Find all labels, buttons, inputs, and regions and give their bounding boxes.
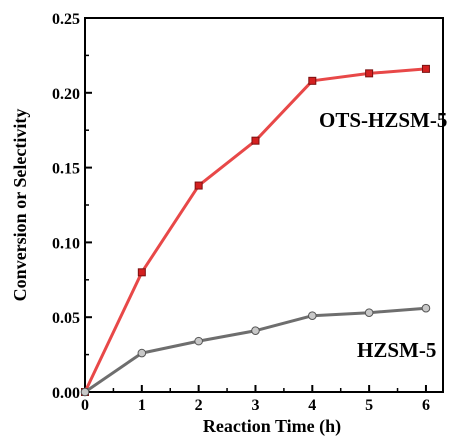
data-point-hzsm-5 xyxy=(137,348,147,358)
data-point-hzsm-5 xyxy=(364,308,374,318)
y-tick-label: 0.20 xyxy=(52,86,80,103)
data-point-hzsm-5 xyxy=(308,311,317,321)
data-point-ots-hzsm-5 xyxy=(194,181,203,190)
y-axis-title: Conversion or Selectivity xyxy=(10,109,30,302)
y-tick-label: 0.15 xyxy=(52,161,80,178)
axes: 0 1 2 3 4 5 6 0.00 0.05 0.10 0.15 0.20 0.25 xyxy=(52,11,444,414)
data-point-ots-hzsm-5 xyxy=(421,64,430,73)
y-tick-label: 0.10 xyxy=(52,235,80,252)
y-tick-label: 0.25 xyxy=(52,11,80,28)
data-point-ots-hzsm-5 xyxy=(365,69,374,78)
y-tick-label: 0.00 xyxy=(52,385,80,402)
x-tick-label: 5 xyxy=(365,397,373,414)
series-label-hzsm-5: HZSM-5 xyxy=(357,338,436,362)
series-layer xyxy=(80,64,431,397)
x-tick-label: 1 xyxy=(138,397,146,414)
plot-frame xyxy=(84,17,444,393)
x-tick-label: 3 xyxy=(251,397,259,414)
data-point-hzsm-5 xyxy=(251,326,260,335)
data-point-ots-hzsm-5 xyxy=(251,136,260,145)
data-point-ots-hzsm-5 xyxy=(137,268,146,277)
data-point-ots-hzsm-5 xyxy=(308,76,317,85)
data-point-hzsm-5 xyxy=(194,336,203,346)
data-point-hzsm-5 xyxy=(80,387,90,397)
x-tick-label: 2 xyxy=(195,397,203,414)
x-tick-label: 0 xyxy=(81,397,89,414)
x-axis-title: Reaction Time (h) xyxy=(203,416,341,437)
y-tick-label: 0.05 xyxy=(52,310,80,327)
series-label-ots-hzsm-5: OTS-HZSM-5 xyxy=(319,108,447,132)
x-tick-label: 4 xyxy=(308,397,316,414)
x-tick-label: 6 xyxy=(422,397,430,414)
data-point-hzsm-5 xyxy=(421,303,431,313)
